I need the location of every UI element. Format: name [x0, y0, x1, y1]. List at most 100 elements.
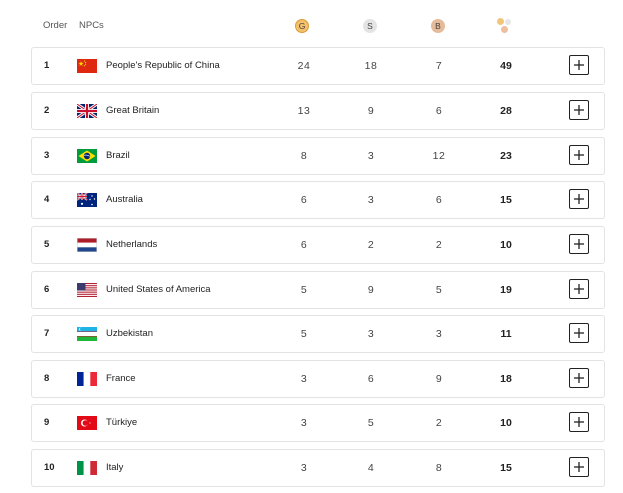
- france-flag-icon: [77, 372, 97, 386]
- silver-count: 9: [367, 284, 375, 296]
- great-britain-flag-icon: [77, 104, 97, 118]
- country-name: People's Republic of China: [106, 60, 220, 71]
- row-order: 6: [44, 284, 50, 295]
- expand-row-button[interactable]: [569, 189, 589, 209]
- china-flag-icon: [77, 59, 97, 73]
- silver-count: 3: [367, 150, 375, 162]
- country-name: France: [106, 373, 136, 384]
- row-order: 9: [44, 417, 50, 428]
- expand-row-button[interactable]: [569, 412, 589, 432]
- row-order: 4: [44, 194, 50, 205]
- bronze-count: 3: [435, 328, 443, 340]
- medal-table-row-5: 5 Netherlands 6 2 2 10: [31, 226, 605, 264]
- silver-count: 5: [367, 417, 375, 429]
- gold-count: 8: [300, 150, 308, 162]
- row-order: 5: [44, 239, 50, 250]
- total-count: 10: [500, 239, 512, 251]
- total-count: 49: [500, 60, 512, 72]
- expand-row-button[interactable]: [569, 234, 589, 254]
- country-name: Uzbekistan: [106, 328, 153, 339]
- silver-count: 6: [367, 373, 375, 385]
- expand-row-button[interactable]: [569, 323, 589, 343]
- plus-icon: [574, 373, 584, 383]
- italy-flag-icon: [77, 461, 97, 475]
- medal-table-row-2: 2 Great Britain 13 9 6 28: [31, 92, 605, 130]
- expand-row-button[interactable]: [569, 368, 589, 388]
- expand-row-button[interactable]: [569, 145, 589, 165]
- row-order: 3: [44, 150, 50, 161]
- bronze-count: 8: [435, 462, 443, 474]
- plus-icon: [574, 105, 584, 115]
- medal-table-row-6: 6 United States of America 5 9 5 19: [31, 271, 605, 309]
- total-count: 19: [500, 284, 512, 296]
- gold-count: 5: [300, 328, 308, 340]
- country-name: Netherlands: [106, 239, 158, 250]
- expand-row-button[interactable]: [569, 55, 589, 75]
- bronze-medal-icon: B: [431, 19, 445, 33]
- bronze-count: 5: [435, 284, 443, 296]
- gold-count: 13: [297, 105, 311, 117]
- silver-medal-icon: S: [363, 19, 377, 33]
- gold-count: 6: [300, 239, 308, 251]
- australia-flag-icon: [77, 193, 97, 207]
- brazil-flag-icon: [77, 149, 97, 163]
- row-order: 8: [44, 373, 50, 384]
- country-name: Australia: [106, 194, 143, 205]
- total-count: 10: [500, 417, 512, 429]
- row-order: 7: [44, 328, 50, 339]
- medal-table-row-1: 1 People's Republic of China 24 18 7 49: [31, 47, 605, 85]
- medal-table-row-8: 8 France 3 6 9 18: [31, 360, 605, 398]
- country-name: United States of America: [106, 284, 211, 295]
- bronze-count: 9: [435, 373, 443, 385]
- gold-count: 3: [300, 462, 308, 474]
- plus-icon: [574, 239, 584, 249]
- total-count: 11: [500, 328, 512, 340]
- country-name: Italy: [106, 462, 124, 473]
- silver-count: 9: [367, 105, 375, 117]
- gold-count: 24: [297, 60, 311, 72]
- silver-count: 4: [367, 462, 375, 474]
- total-count: 15: [500, 462, 512, 474]
- plus-icon: [574, 328, 584, 338]
- bronze-count: 6: [435, 105, 443, 117]
- medal-table-row-4: 4 Australia 6 3 6 15: [31, 181, 605, 219]
- order-column-header: Order: [43, 20, 68, 31]
- expand-row-button[interactable]: [569, 100, 589, 120]
- plus-icon: [574, 462, 584, 472]
- gold-count: 3: [300, 373, 308, 385]
- country-name: Türkiye: [106, 417, 138, 428]
- uzbekistan-flag-icon: [77, 327, 97, 341]
- silver-count: 18: [364, 60, 378, 72]
- medal-table-row-3: 3 Brazil 8 3 12 23: [31, 137, 605, 175]
- row-order: 2: [44, 105, 50, 116]
- table-header: Order NPCs G S B: [0, 0, 623, 44]
- total-count: 18: [500, 373, 512, 385]
- medal-table-row-7: 7 Uzbekistan 5 3 3 11: [31, 315, 605, 353]
- plus-icon: [574, 60, 584, 70]
- bronze-count: 12: [432, 150, 446, 162]
- medals-total-icon: [496, 16, 516, 34]
- expand-row-button[interactable]: [569, 279, 589, 299]
- total-count: 23: [500, 150, 512, 162]
- medal-table-row-9: 9 Türkiye 3 5 2 10: [31, 404, 605, 442]
- turkiye-flag-icon: [77, 416, 97, 430]
- bronze-count: 6: [435, 194, 443, 206]
- total-count: 15: [500, 194, 512, 206]
- plus-icon: [574, 417, 584, 427]
- row-order: 1: [44, 60, 50, 71]
- silver-count: 2: [367, 239, 375, 251]
- country-name: Brazil: [106, 150, 130, 161]
- bronze-count: 2: [435, 239, 443, 251]
- country-name: Great Britain: [106, 105, 160, 116]
- plus-icon: [574, 284, 584, 294]
- silver-count: 3: [367, 194, 375, 206]
- expand-row-button[interactable]: [569, 457, 589, 477]
- netherlands-flag-icon: [77, 238, 97, 252]
- plus-icon: [574, 194, 584, 204]
- usa-flag-icon: [77, 283, 97, 297]
- gold-count: 3: [300, 417, 308, 429]
- bronze-count: 7: [435, 60, 443, 72]
- gold-count: 6: [300, 194, 308, 206]
- npcs-column-header: NPCs: [79, 20, 104, 31]
- gold-medal-icon: G: [295, 19, 309, 33]
